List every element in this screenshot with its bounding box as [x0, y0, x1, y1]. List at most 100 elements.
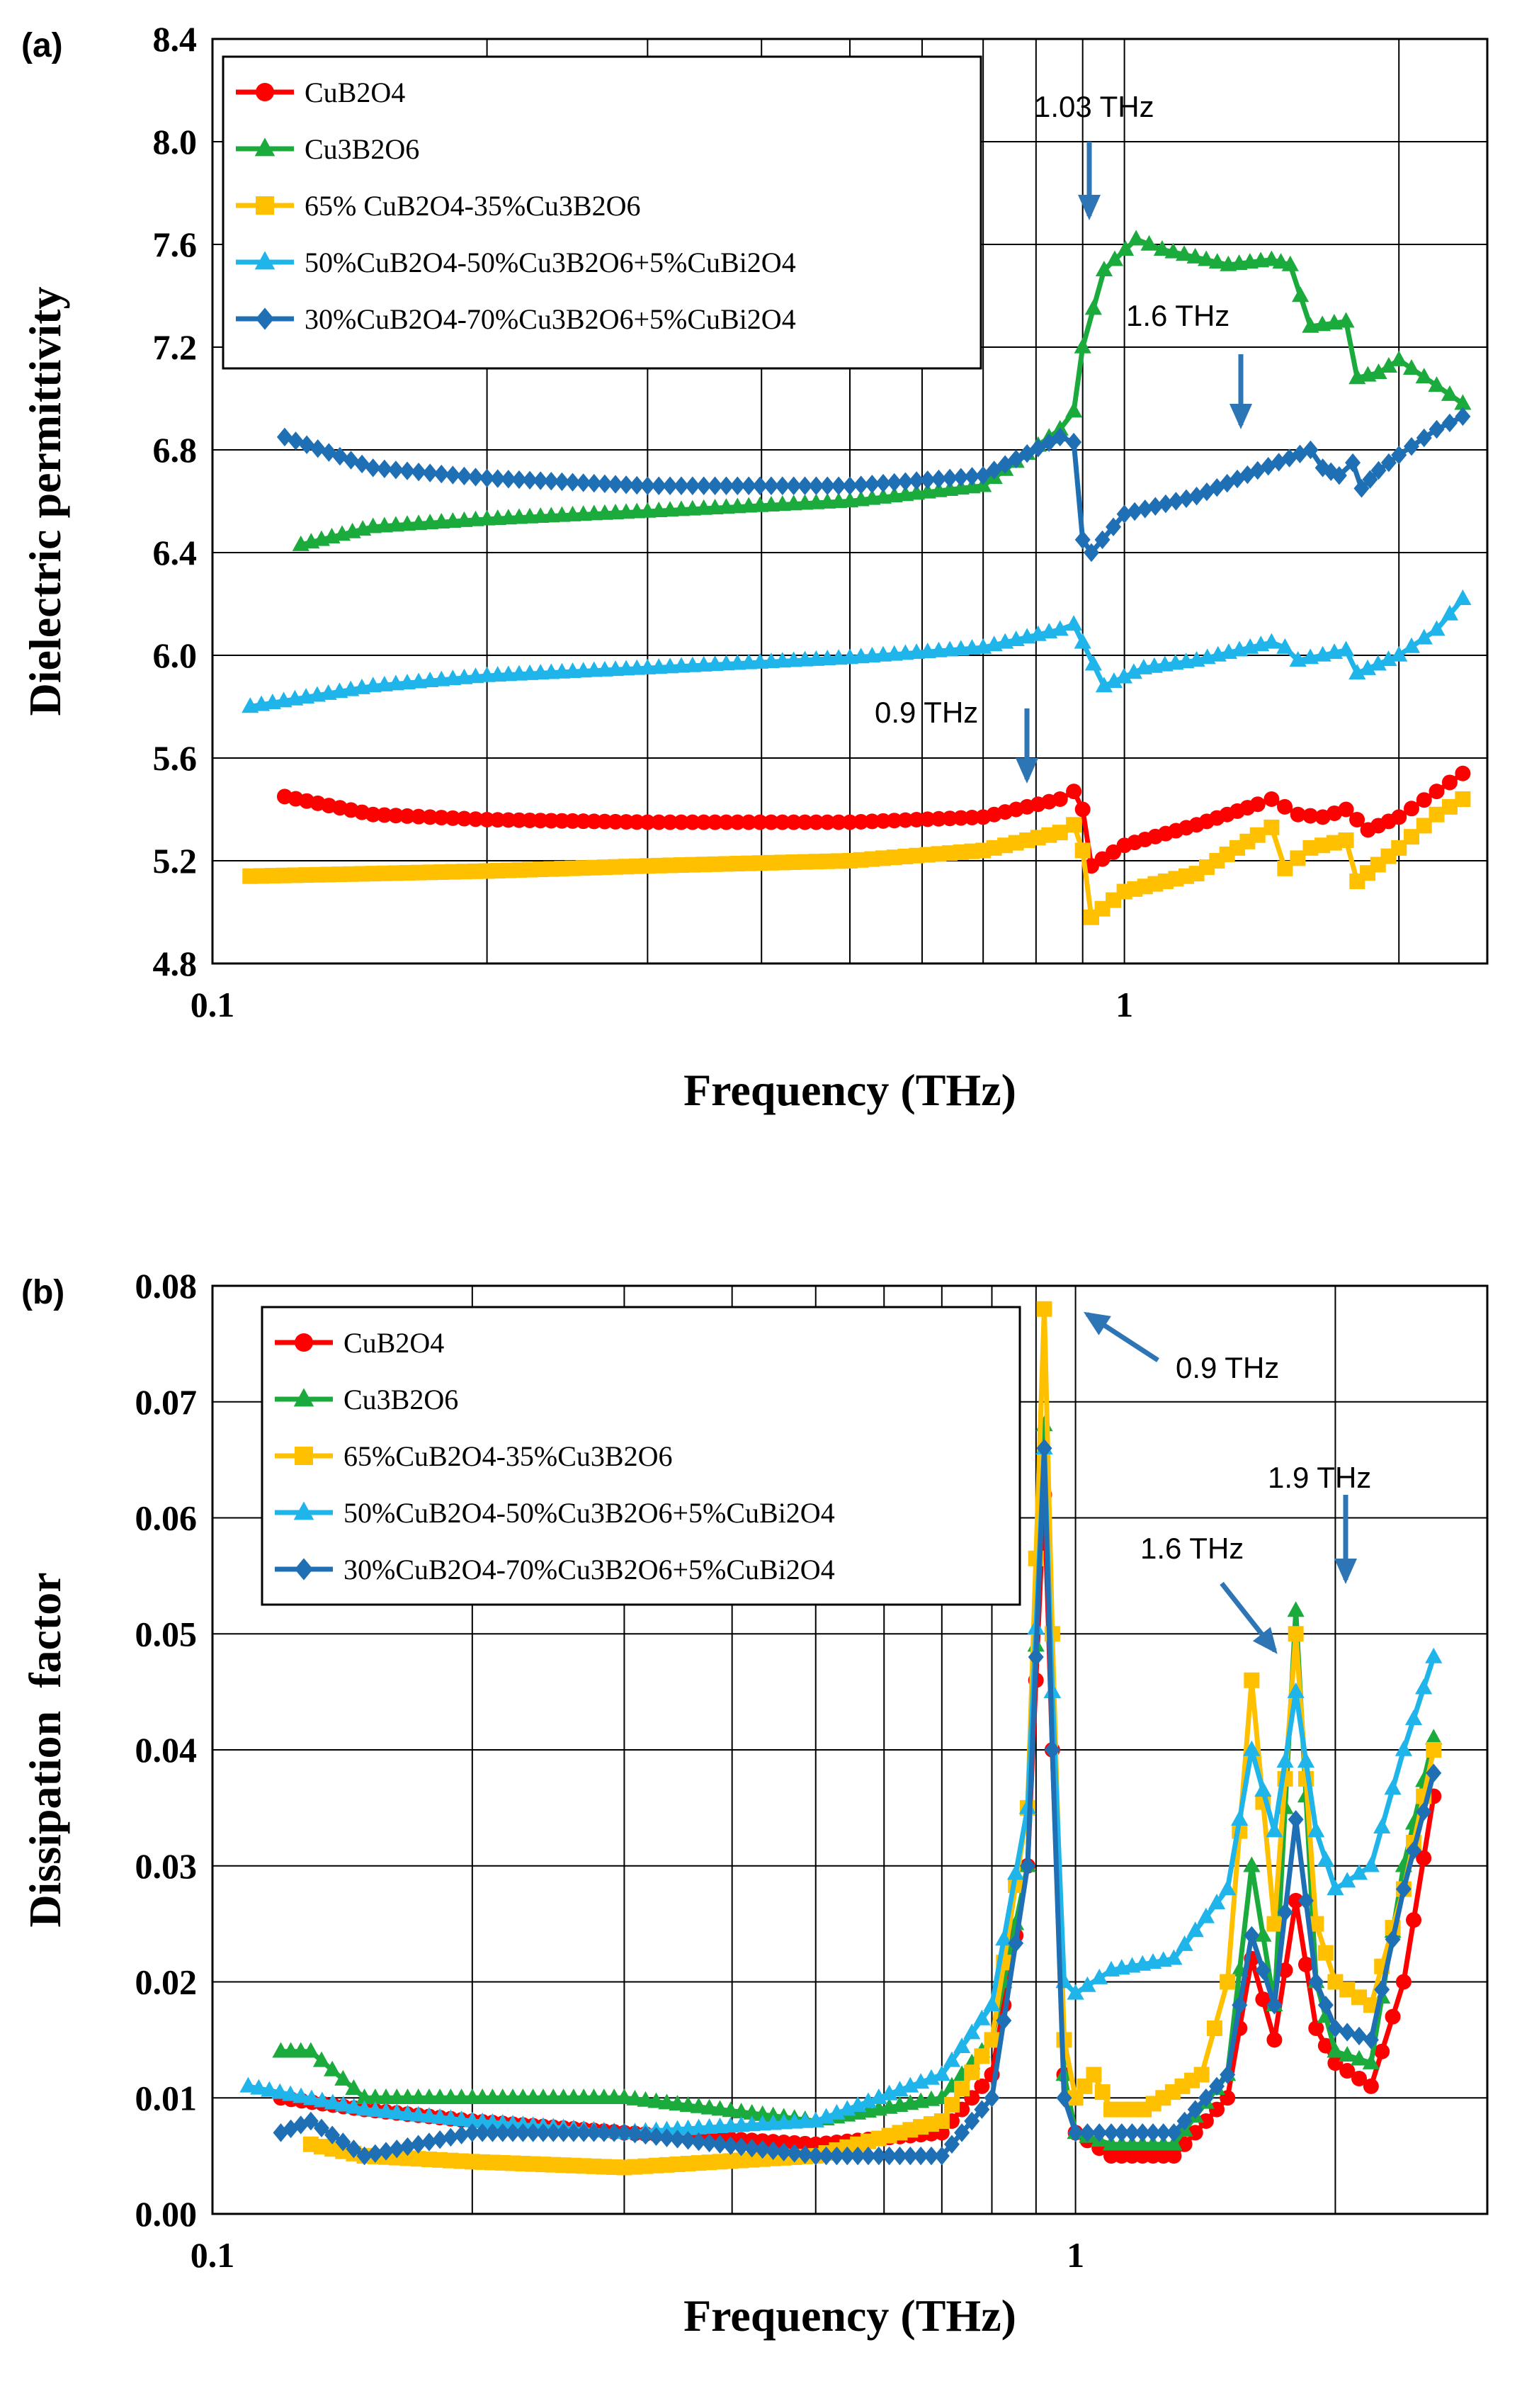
data-point: [1276, 1752, 1294, 1768]
data-point: [1290, 806, 1306, 823]
data-point: [850, 2146, 866, 2166]
y-tick-label: 7.6: [153, 225, 198, 264]
y-tick-label: 6.8: [153, 430, 198, 470]
data-point: [695, 476, 712, 495]
data-point: [1176, 1935, 1193, 1951]
y-tick-label: 5.2: [153, 841, 198, 881]
data-point: [964, 2111, 980, 2131]
data-point: [741, 476, 757, 495]
data-point: [431, 2108, 449, 2124]
data-point: [1128, 230, 1145, 246]
data-point: [1249, 796, 1266, 813]
data-point: [629, 475, 645, 495]
data-point: [807, 650, 825, 666]
data-point: [964, 467, 980, 486]
data-point: [669, 2130, 686, 2149]
legend-swatch-marker: [293, 1501, 314, 1520]
data-point: [1219, 1880, 1237, 1896]
data-point: [830, 492, 848, 509]
data-point: [422, 809, 438, 825]
data-point: [1325, 313, 1343, 329]
data-point: [1113, 2123, 1130, 2142]
data-point: [718, 476, 734, 495]
data-point: [445, 465, 461, 485]
data-point: [1351, 2070, 1368, 2086]
data-point: [1402, 637, 1421, 653]
data-point: [420, 2107, 438, 2123]
y-tick-label: 0.03: [135, 1846, 198, 1886]
data-point: [797, 814, 813, 830]
data-point: [409, 672, 428, 689]
annotation-arrow-head: [1230, 404, 1252, 429]
data-point: [662, 814, 678, 830]
data-point: [443, 2127, 459, 2147]
data-point: [1289, 651, 1307, 667]
data-point: [1165, 2135, 1183, 2151]
data-point: [475, 2123, 491, 2142]
data-point: [1116, 240, 1135, 256]
data-point: [886, 813, 902, 829]
data-point: [1292, 444, 1308, 463]
data-point: [543, 472, 560, 491]
data-point: [1197, 1907, 1215, 1923]
data-point: [819, 492, 836, 509]
data-point: [1125, 663, 1143, 679]
annotation-arrow-head: [1078, 195, 1101, 220]
data-point: [1415, 628, 1433, 645]
data-point: [923, 2146, 939, 2166]
data-point: [1441, 774, 1458, 791]
legend-entry: 30%CuB2O4-70%Cu3B2O6+5%CuBi2O4: [305, 303, 796, 335]
data-point: [706, 498, 724, 514]
annotation-arrow-head: [1016, 758, 1038, 784]
data-point: [1441, 413, 1458, 433]
data-point: [1384, 1779, 1402, 1795]
data-point: [1369, 655, 1387, 671]
data-point: [707, 814, 723, 830]
data-point: [1395, 1974, 1412, 1990]
data-point: [1345, 453, 1361, 473]
data-point: [1416, 428, 1432, 448]
data-point: [729, 814, 746, 830]
data-point: [964, 809, 980, 825]
data-point: [740, 497, 758, 513]
data-point: [1302, 648, 1319, 665]
data-point: [658, 2093, 676, 2110]
data-point: [1395, 1880, 1412, 1899]
data-point: [684, 814, 700, 830]
data-point: [1164, 242, 1182, 259]
data-point: [505, 2123, 521, 2142]
data-point: [673, 476, 689, 495]
data-point: [399, 808, 415, 824]
legend-entry: 50%CuB2O4-50%Cu3B2O6+5%CuBi2O4: [305, 247, 796, 278]
data-point: [754, 2139, 771, 2159]
data-point: [1385, 2008, 1401, 2025]
data-point: [1220, 2065, 1236, 2084]
data-point: [564, 473, 581, 492]
data-point: [1124, 2123, 1140, 2142]
data-point: [1290, 850, 1306, 866]
data-point: [376, 459, 392, 479]
legend-entry: Cu3B2O6: [343, 1384, 458, 1415]
data-point: [1362, 470, 1378, 489]
data-point: [1127, 502, 1143, 521]
data-point: [1232, 1996, 1248, 2015]
data-point: [389, 2139, 405, 2159]
data-point: [1030, 439, 1046, 458]
series-3: [242, 791, 1471, 925]
data-point: [433, 810, 450, 826]
data-point: [1036, 1439, 1052, 1458]
data-point: [1008, 1933, 1024, 1953]
data-point: [729, 654, 746, 670]
data-point: [875, 473, 892, 493]
data-point: [356, 2100, 373, 2116]
data-point: [1254, 1926, 1272, 1942]
data-point: [669, 2095, 686, 2111]
legend-entry: Cu3B2O6: [305, 133, 419, 165]
legend-swatch-marker: [256, 83, 274, 101]
x-tick-label: 0.1: [191, 985, 235, 1024]
data-point: [797, 2145, 813, 2164]
data-point: [1198, 2113, 1214, 2129]
data-point: [1363, 2078, 1379, 2094]
data-point: [445, 810, 461, 826]
data-point: [785, 476, 802, 495]
